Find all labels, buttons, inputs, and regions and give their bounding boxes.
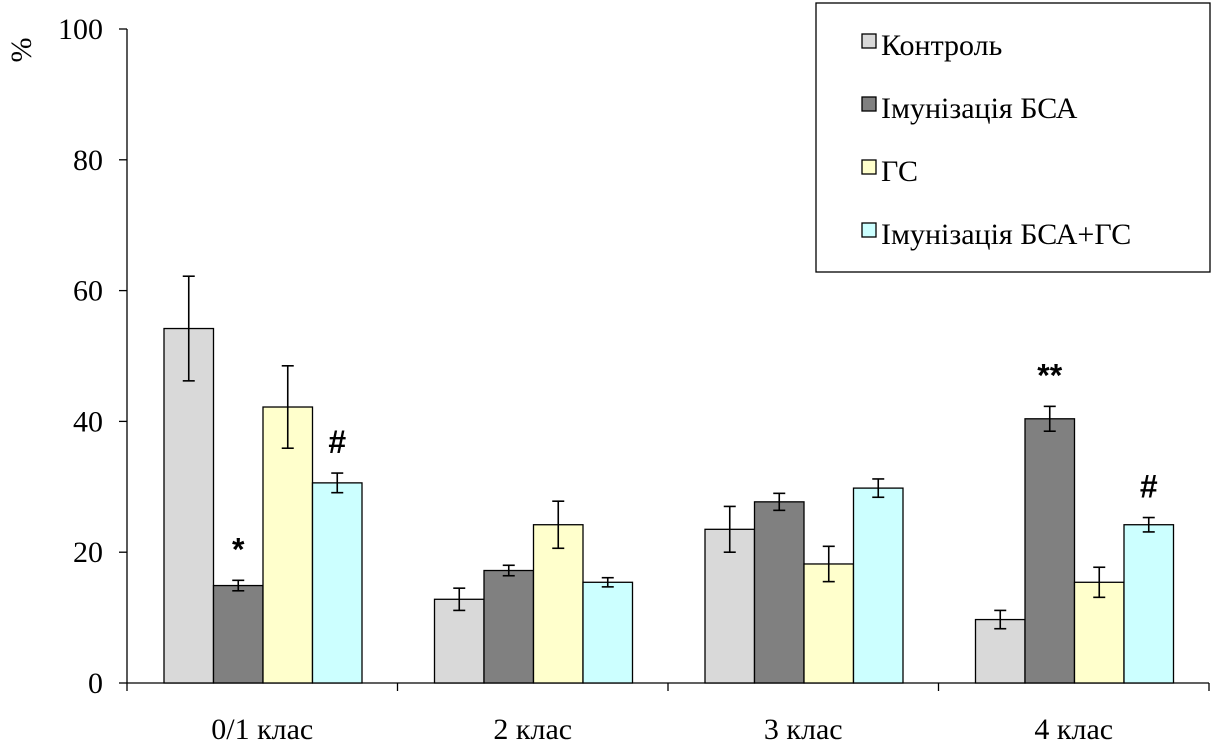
legend: Контроль Імунізація БСА ГС Імунізація БСА+Г…: [815, 2, 1211, 273]
legend-swatch: [861, 159, 877, 175]
bar: [163, 327, 215, 684]
y-tick-label: 60: [73, 275, 103, 308]
significance-mark: **: [1037, 357, 1062, 393]
bar: [433, 598, 485, 684]
x-tick-label: 2 клас: [493, 713, 572, 746]
x-tick-label: 4 клас: [1034, 713, 1113, 746]
bar: [262, 406, 314, 684]
y-tick-label: 100: [58, 13, 103, 46]
bar: [753, 501, 805, 684]
bar: [1024, 418, 1076, 684]
bar: [704, 528, 756, 684]
legend-swatch: [861, 33, 877, 49]
y-tick-label: 0: [88, 667, 103, 700]
y-tick-label: 20: [73, 536, 103, 569]
significance-mark: #: [1140, 469, 1158, 505]
significance-mark: *: [232, 531, 245, 567]
bars-group: ***##: [163, 275, 1175, 684]
legend-swatch: [861, 222, 877, 238]
bar: [311, 482, 363, 684]
bar: [1123, 524, 1175, 684]
bar: [974, 618, 1026, 684]
bar: [582, 581, 634, 684]
bar: [532, 524, 584, 684]
bar: [212, 584, 264, 684]
bar: [483, 569, 535, 684]
legend-label: Контроль: [881, 29, 1002, 62]
x-tick-label: 3 клас: [764, 713, 843, 746]
legend-label: Імунізація БСА+ГС: [881, 218, 1131, 251]
legend-label: ГС: [881, 155, 918, 188]
x-tick-label: 0/1 клас: [211, 713, 313, 746]
legend-swatch: [861, 96, 877, 112]
axes: 0 20 40 60 80 100% 0/1 клас 2 клас 3 клас 4 клас: [5, 13, 1210, 746]
significance-mark: #: [328, 424, 346, 460]
bar: [852, 487, 904, 684]
y-axis-label: %: [5, 38, 38, 63]
y-tick-label: 40: [73, 405, 103, 438]
legend-label: Імунізація БСА: [881, 92, 1078, 125]
y-tick-label: 80: [73, 144, 103, 177]
legend-box: [815, 2, 1211, 273]
